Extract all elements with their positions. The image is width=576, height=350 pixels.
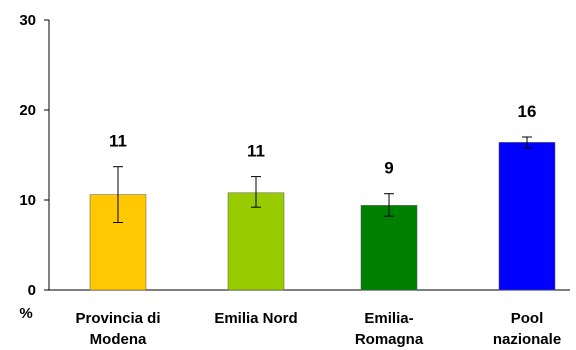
category-label: Emilia Nord <box>214 310 297 327</box>
bar <box>498 142 556 291</box>
data-label: 16 <box>518 102 537 121</box>
category-label-line: Emilia Nord <box>214 310 297 327</box>
category-label: Emilia- Romagna <box>355 310 424 348</box>
category-label-line: Romagna <box>355 331 424 348</box>
category-label-line: Emilia- <box>364 310 413 327</box>
data-label: 11 <box>247 142 265 161</box>
chart-bars <box>89 136 556 291</box>
bar <box>227 192 285 291</box>
y-tick-label: 0 <box>28 282 36 299</box>
y-tick-label: 30 <box>19 12 36 29</box>
data-label: 11 <box>109 132 127 151</box>
bar <box>360 205 418 291</box>
category-label: Provincia di Modena <box>75 310 160 348</box>
category-label: Pool nazionale <box>493 310 561 348</box>
y-tick-label: 20 <box>19 102 36 119</box>
data-label: 9 <box>384 159 393 178</box>
category-label-line: Pool <box>511 310 544 327</box>
y-tick-label: 10 <box>19 192 36 209</box>
category-label-line: Modena <box>90 331 147 348</box>
y-axis-label: % <box>19 305 32 322</box>
category-label-line: nazionale <box>493 331 561 348</box>
category-label-line: Provincia di <box>75 310 160 327</box>
chart-labels: 11 Provincia di Modena 11 Emilia Nord 9 Emilia… <box>75 102 561 348</box>
